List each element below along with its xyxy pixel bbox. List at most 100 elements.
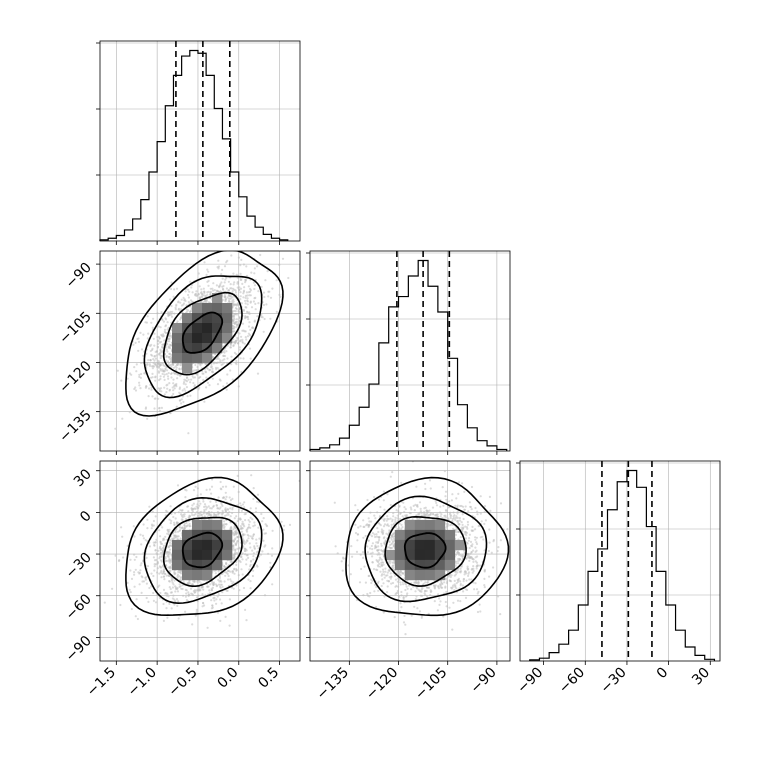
scatter-point: [159, 368, 162, 371]
scatter-point: [244, 519, 247, 522]
scatter-point: [148, 364, 152, 367]
density-cell: [212, 323, 223, 334]
scatter-point: [218, 576, 222, 580]
density-cell: [202, 529, 213, 541]
scatter-point: [156, 335, 159, 339]
scatter-point: [164, 556, 167, 559]
scatter-point: [232, 272, 235, 275]
scatter-point: [275, 279, 278, 282]
scatter-point: [179, 374, 182, 377]
scatter-point: [225, 276, 228, 280]
scatter-point: [223, 520, 226, 523]
scatter-point: [206, 268, 209, 271]
density-cell: [202, 333, 213, 344]
scatter-point: [185, 308, 188, 311]
density-cell: [192, 569, 203, 581]
scatter-point: [248, 311, 251, 314]
scatter-point: [120, 379, 123, 382]
scatter-point: [173, 598, 176, 601]
scatter-point: [134, 568, 137, 571]
scatter-point: [232, 532, 236, 535]
scatter-point: [245, 274, 249, 277]
scatter-point: [172, 515, 175, 519]
scatter-point: [239, 264, 242, 267]
scatter-point: [187, 288, 190, 291]
scatter-point: [262, 517, 265, 520]
scatter-point: [180, 298, 183, 301]
scatter-point: [219, 619, 222, 623]
scatter-point: [244, 299, 247, 302]
scatter-point: [278, 293, 281, 296]
scatter-point: [137, 337, 140, 340]
scatter-point: [221, 277, 224, 280]
scatter-point: [146, 363, 149, 366]
scatter-point: [225, 562, 228, 565]
scatter-point: [122, 556, 125, 559]
scatter-point: [171, 586, 174, 589]
scatter-point: [230, 254, 233, 257]
scatter-point: [157, 371, 161, 374]
density-cell: [202, 569, 213, 581]
scatter-point: [250, 271, 253, 274]
scatter-point: [183, 387, 186, 390]
scatter-point: [201, 593, 204, 596]
scatter-point: [239, 298, 242, 301]
scatter-point: [162, 588, 166, 592]
scatter-point: [267, 295, 270, 298]
scatter-point: [244, 550, 247, 553]
scatter-point: [219, 487, 222, 490]
scatter-point: [196, 503, 199, 506]
scatter-point: [257, 547, 260, 550]
scatter-point: [213, 599, 216, 602]
scatter-point: [224, 510, 227, 513]
density-cell: [192, 323, 203, 334]
scatter-point: [151, 524, 154, 528]
density-cell: [202, 323, 213, 334]
scatter-point: [153, 559, 157, 562]
scatter-point: [198, 285, 201, 288]
scatter-point: [225, 589, 228, 592]
scatter-point: [179, 585, 182, 588]
scatter-point: [221, 268, 224, 271]
scatter-point: [341, 569, 344, 572]
scatter-point: [254, 302, 257, 305]
scatter-point: [249, 565, 252, 568]
scatter-point: [252, 281, 255, 284]
scatter-point: [201, 605, 204, 608]
scatter-point: [217, 593, 220, 596]
scatter-point: [252, 552, 255, 555]
density-cell: [222, 529, 233, 541]
scatter-point: [235, 353, 238, 356]
scatter-point: [161, 335, 164, 338]
scatter-point: [162, 364, 165, 367]
scatter-point: [173, 312, 176, 315]
scatter-point: [234, 361, 237, 365]
scatter-point: [245, 563, 248, 566]
scatter-point: [235, 563, 238, 567]
scatter-point: [248, 520, 251, 523]
scatter-point: [180, 402, 183, 405]
scatter-point: [252, 558, 255, 561]
density-cell: [182, 569, 193, 581]
scatter-point: [177, 535, 180, 538]
scatter-point: [241, 520, 244, 523]
scatter-point: [161, 372, 164, 375]
scatter-point: [144, 576, 148, 579]
scatter-point: [193, 376, 196, 379]
scatter-point: [245, 310, 249, 313]
scatter-point: [202, 378, 205, 382]
density-cell: [222, 539, 233, 551]
scatter-point: [166, 350, 169, 353]
scatter-point: [245, 265, 248, 268]
scatter-point: [168, 548, 172, 551]
scatter-point: [221, 585, 224, 589]
scatter-point: [248, 321, 251, 324]
density-cell: [182, 559, 193, 571]
scatter-point: [170, 365, 173, 368]
scatter-point: [380, 584, 383, 588]
density-cell: [222, 333, 233, 344]
scatter-point: [144, 578, 147, 581]
scatter-point: [195, 294, 198, 297]
scatter-point: [161, 539, 165, 542]
scatter-point: [161, 549, 165, 552]
